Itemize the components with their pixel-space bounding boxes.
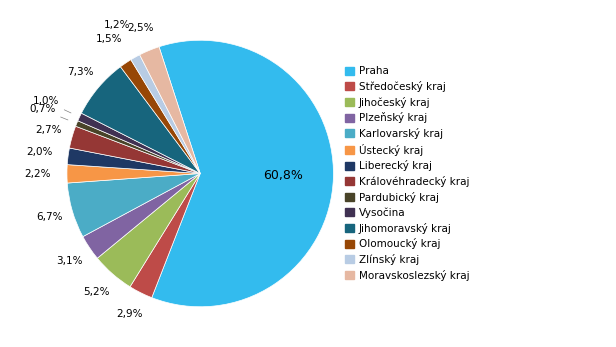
Legend: Praha, Středočeský kraj, Jihočeský kraj, Plzeňský kraj, Karlovarský kraj, Ústeck: Praha, Středočeský kraj, Jihočeský kraj,… [346, 66, 469, 281]
Text: 5,2%: 5,2% [84, 287, 110, 297]
Wedge shape [97, 174, 200, 287]
Wedge shape [78, 113, 200, 174]
Wedge shape [130, 174, 200, 298]
Text: 2,0%: 2,0% [26, 147, 52, 158]
Text: 1,0%: 1,0% [33, 96, 71, 113]
Wedge shape [67, 174, 200, 237]
Wedge shape [83, 174, 200, 258]
Text: 3,1%: 3,1% [57, 256, 83, 266]
Text: 60,8%: 60,8% [263, 169, 302, 183]
Text: 2,2%: 2,2% [25, 169, 51, 179]
Wedge shape [76, 121, 200, 174]
Wedge shape [152, 40, 333, 307]
Wedge shape [140, 47, 200, 174]
Text: 1,5%: 1,5% [96, 34, 123, 44]
Text: 7,3%: 7,3% [67, 67, 93, 77]
Text: 0,7%: 0,7% [29, 104, 68, 120]
Wedge shape [131, 55, 200, 174]
Text: 6,7%: 6,7% [36, 212, 62, 222]
Wedge shape [67, 164, 200, 183]
Text: 1,2%: 1,2% [103, 19, 131, 29]
Wedge shape [70, 126, 200, 174]
Text: 2,9%: 2,9% [116, 309, 143, 319]
Text: 2,7%: 2,7% [36, 125, 62, 135]
Wedge shape [81, 67, 200, 174]
Wedge shape [121, 60, 200, 174]
Wedge shape [67, 148, 200, 174]
Text: 2,5%: 2,5% [127, 23, 153, 33]
